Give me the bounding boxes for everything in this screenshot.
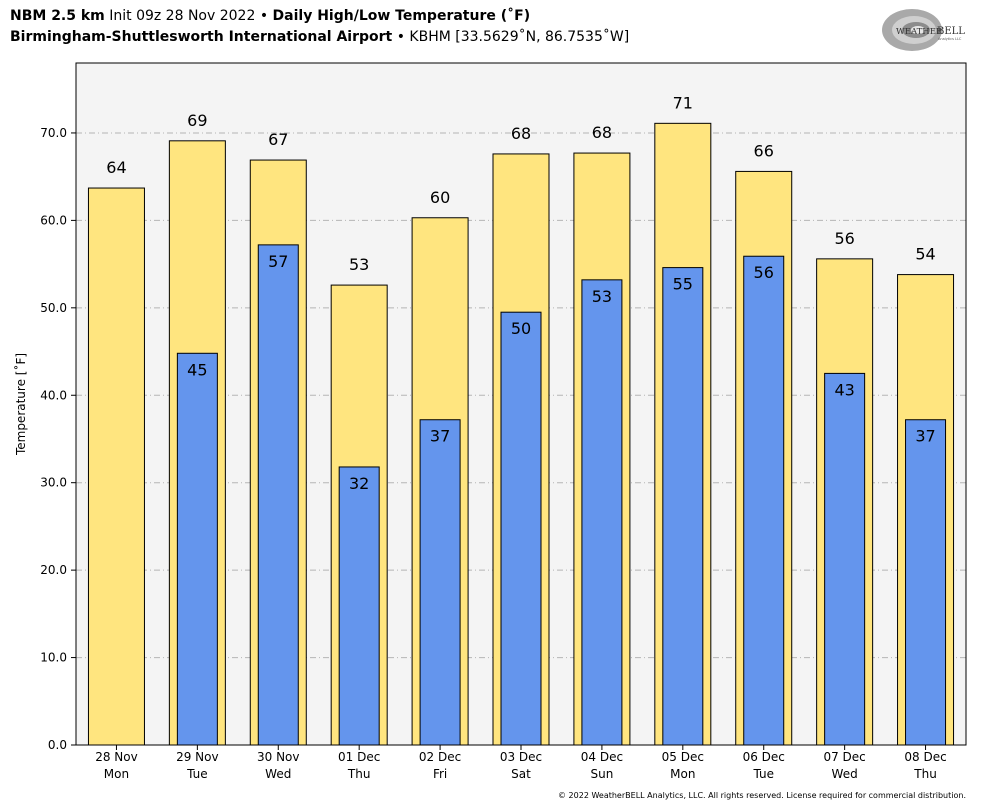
x-tick-label-day: Thu [913,767,937,781]
low-bars [176,244,947,746]
high-value-label: 71 [673,93,693,112]
x-tick-label-date: 28 Nov [95,750,138,764]
low-bar [824,372,866,746]
high-value-label: 54 [915,245,935,264]
low-bar [419,419,461,746]
high-value-label: 68 [511,124,531,143]
high-bar [87,187,145,746]
data-labels: 64 69 45 67 57 53 32 60 37 68 50 68 53 71 55 66 56 56 43 54… [106,93,935,493]
x-tick-label-date: 05 Dec [662,750,704,764]
x-tick-label-day: Mon [104,767,129,781]
high-value-label: 69 [187,111,207,130]
low-value-label: 45 [187,360,207,379]
y-tick-label: 20.0 [40,563,67,577]
low-value-label: 50 [511,319,531,338]
logo-text-weather: WEATHER [896,27,943,37]
x-axis: 28 Nov Mon 29 Nov Tue 30 Nov Wed 01 Dec Thu 02 D… [95,745,947,781]
low-value-label: 56 [754,263,774,282]
low-bar [257,244,299,746]
x-tick-label-day: Tue [186,767,208,781]
y-tick-label: 30.0 [40,476,67,490]
separator: • [259,8,269,24]
chart-header: NBM 2.5 km Init 09z 28 Nov 2022 • Daily … [10,6,629,48]
station-id: KBHM [33.5629˚N, 86.7535˚W] [409,29,630,45]
x-tick-label-day: Fri [433,767,447,781]
y-tick-label: 40.0 [40,388,67,402]
logo-subtext: Analytics LLC [938,37,962,41]
x-tick-label-date: 02 Dec [419,750,461,764]
station-name: Birmingham-Shuttlesworth International A… [10,29,393,45]
x-tick-label-day: Thu [347,767,371,781]
low-value-label: 37 [430,427,450,446]
y-axis: 0.0 10.0 20.0 30.0 40.0 50.0 60.0 70.0 [40,126,76,752]
low-value-label: 37 [915,427,935,446]
x-tick-label-day: Wed [265,767,291,781]
low-value-label: 55 [673,275,693,294]
model-name: NBM 2.5 km [10,8,105,24]
low-value-label: 53 [592,287,612,306]
x-tick-label-day: Tue [752,767,774,781]
high-value-label: 53 [349,255,369,274]
header-line-1: NBM 2.5 km Init 09z 28 Nov 2022 • Daily … [10,6,629,27]
high-value-label: 66 [754,141,774,160]
low-bar [662,267,704,746]
weatherbell-logo: WEATHER BELL Analytics LLC [882,9,965,51]
x-tick-label-day: Sun [590,767,613,781]
high-value-label: 64 [106,158,126,177]
x-tick-label-day: Wed [832,767,858,781]
y-tick-label: 10.0 [40,651,67,665]
y-axis-label: Temperature [˚F] [13,353,28,456]
x-tick-label-date: 04 Dec [581,750,623,764]
x-tick-label-date: 01 Dec [338,750,380,764]
high-value-label: 67 [268,130,288,149]
y-tick-label: 60.0 [40,213,67,227]
separator: • [396,29,405,45]
low-value-label: 32 [349,474,369,493]
x-tick-label-date: 30 Nov [257,750,300,764]
x-tick-label-day: Mon [670,767,695,781]
x-tick-label-date: 07 Dec [823,750,865,764]
high-value-label: 60 [430,188,450,207]
low-value-label: 57 [268,252,288,271]
x-tick-label-day: Sat [511,767,531,781]
high-value-label: 68 [592,123,612,142]
high-value-label: 56 [834,229,854,248]
low-bar [581,279,623,746]
x-tick-label-date: 08 Dec [904,750,946,764]
logo-text-bell: BELL [937,26,965,37]
low-bar [338,466,380,746]
x-tick-label-date: 06 Dec [743,750,785,764]
y-tick-label: 0.0 [48,738,67,752]
y-tick-label: 70.0 [40,126,67,140]
low-bar [905,419,947,746]
low-value-label: 43 [834,380,854,399]
low-bar [743,255,785,746]
plot-frame [75,62,967,746]
low-bar [176,352,218,746]
copyright-notice: © 2022 WeatherBELL Analytics, LLC. All r… [558,791,966,800]
header-line-2: Birmingham-Shuttlesworth International A… [10,27,629,48]
init-time: Init 09z 28 Nov 2022 [109,8,256,24]
x-tick-label-date: 29 Nov [176,750,219,764]
x-tick-label-date: 03 Dec [500,750,542,764]
product-name: Daily High/Low Temperature (˚F) [272,8,531,24]
low-bar [500,311,542,746]
y-tick-label: 50.0 [40,301,67,315]
